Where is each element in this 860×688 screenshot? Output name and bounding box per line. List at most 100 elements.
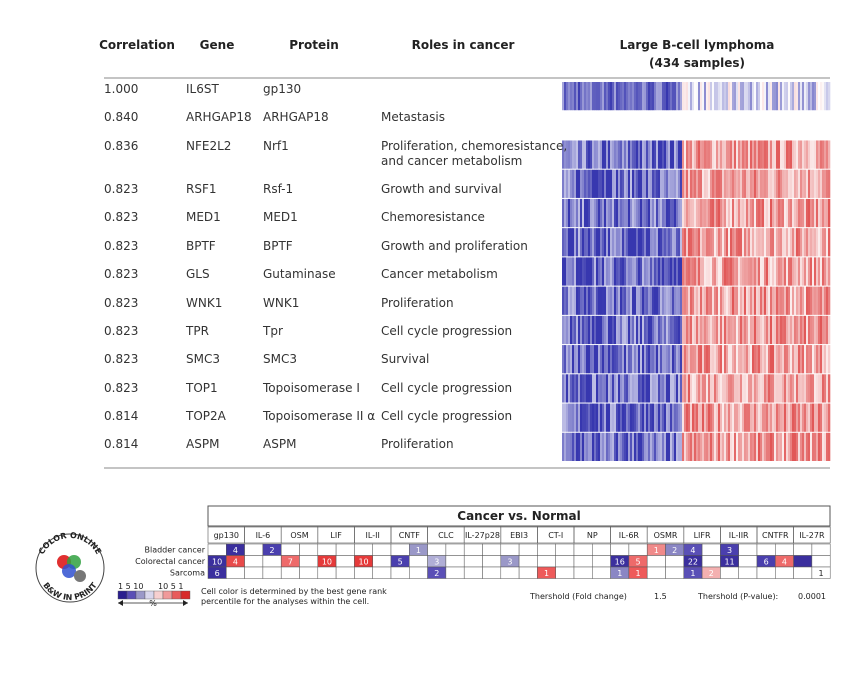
heatmap-stripe	[666, 345, 669, 374]
cell	[811, 555, 831, 568]
cell	[793, 543, 813, 556]
heatmap-stripe	[814, 315, 817, 345]
heatmap-stripe	[640, 403, 643, 432]
heatmap-stripe	[606, 82, 609, 111]
heatmap-stripe	[772, 169, 775, 198]
heatmap-stripe	[792, 257, 795, 286]
heatmap-stripe	[676, 228, 679, 257]
heatmap-stripe	[572, 228, 575, 257]
heatmap-stripe	[726, 198, 729, 228]
cell	[445, 566, 465, 579]
heatmap-stripe	[670, 345, 673, 374]
heatmap-stripe	[576, 169, 579, 198]
heatmap-stripe	[780, 345, 783, 374]
heatmap-stripe	[764, 82, 767, 111]
heatmap-stripe	[716, 432, 719, 461]
heatmap-stripe	[804, 257, 807, 286]
heatmap-stripe	[648, 403, 651, 432]
heatmap-stripe	[824, 315, 827, 345]
gene: RSF1	[186, 182, 217, 196]
heatmap-stripe	[570, 315, 573, 345]
cell	[573, 566, 593, 579]
heatmap-stripe	[744, 169, 747, 198]
cell-count: 3	[727, 546, 732, 555]
heatmap-stripe	[588, 432, 591, 461]
heatmap-stripe	[746, 228, 749, 257]
heatmap-stripe	[722, 257, 725, 286]
heatmap-stripe	[738, 169, 741, 198]
heatmap-stripe	[770, 403, 773, 432]
heatmap-stripe	[680, 374, 683, 403]
heatmap-stripe	[798, 82, 801, 111]
heatmap-stripe	[660, 345, 663, 374]
heatmap-stripe	[758, 198, 761, 228]
badge-text: B&W IN PRINT	[41, 580, 99, 602]
heatmap-stripe	[722, 111, 725, 140]
heatmap-stripe	[616, 198, 619, 228]
heatmap-stripe	[690, 286, 693, 315]
heatmap-stripe	[644, 198, 647, 228]
heatmap-stripe	[738, 198, 741, 228]
heatmap-stripe	[598, 228, 601, 257]
heatmap-stripe	[748, 432, 751, 461]
heatmap-stripe	[744, 432, 747, 461]
heatmap-stripe	[612, 403, 615, 432]
heatmap-stripe	[610, 374, 613, 403]
heatmap-stripe	[620, 374, 623, 403]
heatmap-stripe	[720, 257, 723, 286]
heatmap-stripe	[592, 286, 595, 315]
heatmap-stripe	[598, 432, 601, 461]
threshold-value: 1.5	[654, 592, 667, 601]
protein: ASPM	[263, 437, 296, 451]
heatmap-stripe	[802, 169, 805, 198]
heatmap-stripe	[704, 140, 707, 169]
heatmap-stripe	[758, 140, 761, 169]
column-box	[793, 526, 831, 544]
heatmap-stripe	[810, 111, 813, 140]
legend-swatch	[144, 590, 155, 600]
heatmap-stripe	[724, 140, 727, 169]
heatmap-stripe	[776, 315, 779, 345]
row-label: Colorectal cancer	[135, 557, 206, 566]
heatmap-stripe	[620, 432, 623, 461]
legend-swatch	[153, 590, 164, 600]
heatmap-stripe	[816, 345, 819, 374]
heatmap-stripe	[630, 140, 633, 169]
heatmap-stripe	[570, 228, 573, 257]
heatmap-stripe	[600, 82, 603, 111]
heatmap-stripe	[622, 140, 625, 169]
heatmap-stripe	[618, 403, 621, 432]
heatmap-stripe	[822, 403, 825, 432]
heatmap-stripe	[620, 169, 623, 198]
badge-ring	[35, 533, 105, 603]
heatmap-stripe	[622, 169, 625, 198]
heatmap-stripe	[750, 169, 753, 198]
heatmap-stripe	[766, 82, 769, 111]
heatmap-stripe	[796, 432, 799, 461]
heatmap-stripe	[644, 286, 647, 315]
heatmap-stripe	[696, 257, 699, 286]
heatmap-stripe	[718, 228, 721, 257]
heatmap-stripe	[604, 432, 607, 461]
heatmap-stripe	[630, 228, 633, 257]
heatmap-stripe	[604, 198, 607, 228]
heatmap-stripe	[754, 111, 757, 140]
heatmap-stripe	[764, 198, 767, 228]
heatmap-stripe	[792, 198, 795, 228]
heatmap-stripe	[674, 198, 677, 228]
heatmap-stripe	[642, 82, 645, 111]
heatmap-stripe	[796, 228, 799, 257]
gene: NFE2L2	[186, 139, 231, 153]
heatmap-stripe	[688, 286, 691, 315]
heatmap-stripe	[624, 82, 627, 111]
heatmap-stripe	[726, 403, 729, 432]
heatmap-stripe	[702, 228, 705, 257]
heatmap-stripe	[604, 82, 607, 111]
heatmap-stripe	[570, 140, 573, 169]
heatmap-stripe	[804, 286, 807, 315]
heatmap-stripe	[644, 432, 647, 461]
heatmap-stripe	[746, 345, 749, 374]
heatmap-stripe	[676, 432, 679, 461]
heatmap-stripe	[658, 228, 661, 257]
heatmap-stripe	[628, 286, 631, 315]
